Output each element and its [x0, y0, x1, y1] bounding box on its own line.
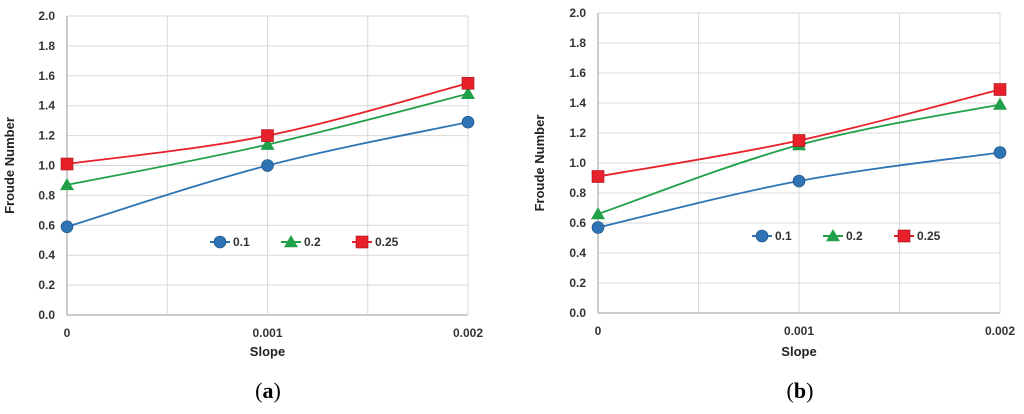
- chart-panel-b: 0.0 0.2 0.4 0.6 0.8 1.0 1.2 1.4 1.6 1.8 2.0 0 0.001 0…: [532, 6, 1015, 403]
- legend-marker-0.1: [213, 235, 227, 249]
- y-tick-label: 0.0: [38, 308, 55, 322]
- legend-label: 0.2: [304, 235, 321, 249]
- data-point-0.25: [461, 76, 475, 90]
- legend-marker-0.2: [826, 229, 840, 242]
- y-tick-label: 0.0: [569, 306, 586, 320]
- y-tick-label: 1.4: [569, 96, 586, 110]
- y-tick-label: 0.4: [38, 248, 55, 262]
- data-point-0.2: [993, 97, 1007, 110]
- y-axis-label: Froude Number: [2, 117, 17, 214]
- data-point-0.1: [261, 159, 274, 172]
- x-tick-label: 0.002: [985, 324, 1015, 338]
- x-tick-label: 0: [595, 324, 602, 338]
- legend-label: 0.1: [775, 229, 792, 243]
- y-tick-label: 0.8: [569, 186, 586, 200]
- x-tick-label: 0: [64, 326, 71, 340]
- legend-label: 0.25: [917, 229, 941, 243]
- y-tick-label: 0.6: [569, 216, 586, 230]
- data-point-0.1: [792, 174, 806, 188]
- y-tick-label: 1.8: [38, 39, 55, 53]
- data-point-0.2: [461, 86, 475, 99]
- y-tick-label: 0.2: [569, 276, 586, 290]
- x-tick-label: 0.001: [252, 326, 282, 340]
- y-tick-label: 2.0: [38, 9, 55, 23]
- y-tick-label: 1.0: [569, 156, 586, 170]
- data-point-0.2: [260, 137, 275, 150]
- data-point-0.1: [60, 220, 74, 234]
- legend-marker-0.25: [355, 235, 369, 249]
- y-tick-label: 2.0: [569, 6, 586, 20]
- data-point-0.1: [461, 115, 475, 129]
- data-point-0.25: [792, 134, 806, 147]
- data-point-0.1: [591, 221, 605, 234]
- panel-label: (b): [787, 378, 814, 403]
- y-tick-label: 0.8: [38, 188, 55, 202]
- y-tick-label: 1.6: [569, 66, 586, 80]
- legend-marker-0.2: [284, 235, 298, 248]
- data-point-0.25: [60, 157, 74, 171]
- y-tick-label: 1.0: [38, 159, 55, 173]
- y-tick-label: 1.2: [569, 126, 586, 140]
- data-point-0.25: [993, 83, 1007, 96]
- data-point-0.2: [591, 207, 605, 220]
- legend-label: 0.2: [846, 229, 863, 243]
- y-tick-label: 0.2: [38, 278, 55, 292]
- y-tick-label: 1.6: [38, 69, 55, 83]
- legend-marker-0.25: [897, 229, 911, 243]
- x-axis-label: Slope: [781, 344, 816, 359]
- data-point-0.2: [60, 177, 74, 191]
- legend-label: 0.1: [233, 235, 250, 249]
- x-tick-label: 0.002: [453, 326, 483, 340]
- y-tick-label: 1.8: [569, 36, 586, 50]
- legend-marker-0.1: [755, 229, 769, 243]
- data-point-0.25: [591, 170, 605, 183]
- y-tick-label: 1.4: [38, 99, 55, 113]
- data-point-0.25: [261, 129, 274, 142]
- panel-label: (a): [255, 378, 281, 403]
- x-tick-label: 0.001: [784, 324, 814, 338]
- y-axis-label: Froude Number: [532, 115, 547, 212]
- legend-label: 0.25: [375, 235, 399, 249]
- y-tick-label: 1.2: [38, 129, 55, 143]
- y-tick-label: 0.6: [38, 218, 55, 232]
- chart-panel-a: 0.0 0.2 0.4 0.6 0.8 1.0 1.2 1.4 1.6 1.8 2.0 0 0.001 0…: [2, 9, 483, 403]
- x-axis-label: Slope: [250, 344, 285, 359]
- y-tick-label: 0.4: [569, 246, 586, 260]
- data-point-0.1: [993, 146, 1007, 159]
